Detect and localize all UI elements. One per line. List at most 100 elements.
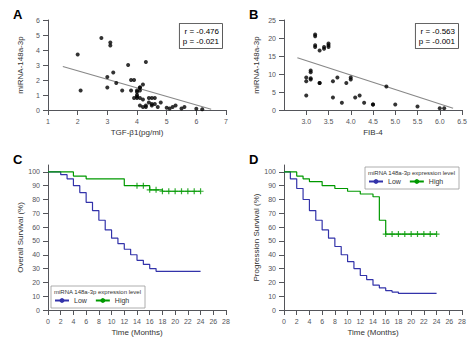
- svg-text:High: High: [429, 178, 444, 186]
- svg-text:Low: Low: [388, 178, 402, 185]
- svg-text:80: 80: [268, 196, 276, 203]
- svg-text:20: 20: [268, 35, 276, 42]
- svg-text:20: 20: [407, 318, 415, 325]
- svg-text:Progression Survival (%): Progression Survival (%): [252, 193, 261, 281]
- svg-text:8: 8: [97, 318, 101, 325]
- svg-text:Low: Low: [74, 297, 88, 304]
- svg-text:6: 6: [84, 318, 88, 325]
- svg-text:20: 20: [268, 279, 276, 286]
- svg-text:3.5: 3.5: [324, 118, 334, 125]
- svg-text:2: 2: [36, 77, 40, 84]
- svg-text:miRNA 148a-3p expression level: miRNA 148a-3p expression level: [368, 170, 455, 176]
- svg-text:5: 5: [165, 118, 169, 125]
- svg-text:10: 10: [108, 318, 116, 325]
- svg-text:Time (Months): Time (Months): [111, 328, 163, 337]
- svg-text:C: C: [13, 152, 23, 167]
- svg-text:12: 12: [356, 318, 364, 325]
- svg-text:10: 10: [268, 293, 276, 300]
- svg-text:5.0: 5.0: [390, 118, 400, 125]
- svg-text:FIB-4: FIB-4: [363, 128, 383, 137]
- svg-text:20: 20: [32, 279, 40, 286]
- svg-text:14: 14: [133, 318, 141, 325]
- svg-text:10: 10: [344, 318, 352, 325]
- svg-text:1: 1: [46, 118, 50, 125]
- svg-text:25: 25: [268, 17, 276, 24]
- svg-text:30: 30: [268, 265, 276, 272]
- svg-text:90: 90: [268, 182, 276, 189]
- svg-text:6.5: 6.5: [457, 118, 467, 125]
- svg-text:miRNA-148a-3p: miRNA-148a-3p: [16, 36, 25, 94]
- svg-text:8: 8: [333, 318, 337, 325]
- svg-text:5: 5: [36, 32, 40, 39]
- svg-text:0: 0: [272, 107, 276, 114]
- svg-text:4: 4: [71, 318, 75, 325]
- svg-text:50: 50: [268, 237, 276, 244]
- svg-text:22: 22: [420, 318, 428, 325]
- svg-text:4: 4: [307, 318, 311, 325]
- svg-text:6.0: 6.0: [435, 118, 445, 125]
- svg-text:24: 24: [433, 318, 441, 325]
- svg-text:1: 1: [36, 92, 40, 99]
- svg-text:10: 10: [268, 71, 276, 78]
- svg-text:100: 100: [264, 168, 276, 175]
- svg-text:0: 0: [46, 318, 50, 325]
- svg-text:3: 3: [105, 118, 109, 125]
- svg-text:0: 0: [272, 307, 276, 314]
- svg-text:Overall Survival (%): Overall Survival (%): [16, 202, 25, 273]
- svg-text:4: 4: [36, 47, 40, 54]
- svg-text:p = -0.001: p = -0.001: [419, 37, 456, 46]
- svg-text:15: 15: [268, 53, 276, 60]
- svg-text:r = -0.563: r = -0.563: [421, 27, 456, 36]
- svg-text:High: High: [115, 297, 130, 305]
- svg-text:10: 10: [32, 293, 40, 300]
- svg-text:6: 6: [36, 17, 40, 24]
- svg-text:20: 20: [171, 318, 179, 325]
- svg-text:p = -0.021: p = -0.021: [183, 37, 220, 46]
- svg-text:50: 50: [32, 237, 40, 244]
- svg-text:3: 3: [36, 62, 40, 69]
- svg-text:4: 4: [135, 118, 139, 125]
- svg-text:6: 6: [320, 318, 324, 325]
- svg-text:D: D: [249, 152, 258, 167]
- svg-text:miRNA-148a-3p: miRNA-148a-3p: [252, 36, 261, 94]
- svg-text:2: 2: [76, 118, 80, 125]
- svg-text:4.0: 4.0: [346, 118, 356, 125]
- svg-text:5: 5: [272, 89, 276, 96]
- svg-text:18: 18: [159, 318, 167, 325]
- svg-text:A: A: [13, 7, 23, 22]
- svg-text:14: 14: [369, 318, 377, 325]
- svg-text:40: 40: [32, 251, 40, 258]
- svg-text:TGF-β1(pg/ml): TGF-β1(pg/ml): [111, 128, 164, 137]
- svg-text:Time (Months): Time (Months): [347, 328, 399, 337]
- svg-text:0: 0: [36, 307, 40, 314]
- svg-text:miRNA 148a-3p expression level: miRNA 148a-3p expression level: [54, 289, 141, 295]
- svg-text:28: 28: [222, 318, 230, 325]
- svg-text:26: 26: [445, 318, 453, 325]
- svg-text:80: 80: [32, 196, 40, 203]
- svg-text:28: 28: [458, 318, 466, 325]
- svg-text:2: 2: [295, 318, 299, 325]
- svg-text:7: 7: [224, 118, 228, 125]
- svg-text:30: 30: [32, 265, 40, 272]
- svg-text:70: 70: [32, 210, 40, 217]
- svg-text:12: 12: [120, 318, 128, 325]
- svg-text:0: 0: [282, 318, 286, 325]
- svg-text:26: 26: [209, 318, 217, 325]
- svg-text:r = -0.476: r = -0.476: [185, 27, 220, 36]
- svg-text:2: 2: [59, 318, 63, 325]
- svg-text:5.5: 5.5: [413, 118, 423, 125]
- svg-text:100: 100: [28, 168, 40, 175]
- svg-text:24: 24: [197, 318, 205, 325]
- svg-text:16: 16: [382, 318, 390, 325]
- svg-text:16: 16: [146, 318, 154, 325]
- svg-text:4.5: 4.5: [368, 118, 378, 125]
- svg-text:22: 22: [184, 318, 192, 325]
- svg-text:18: 18: [395, 318, 403, 325]
- svg-text:70: 70: [268, 210, 276, 217]
- svg-text:90: 90: [32, 182, 40, 189]
- svg-text:40: 40: [268, 251, 276, 258]
- svg-text:6: 6: [194, 118, 198, 125]
- svg-text:60: 60: [32, 224, 40, 231]
- svg-text:3.0: 3.0: [301, 118, 311, 125]
- svg-text:B: B: [249, 7, 258, 22]
